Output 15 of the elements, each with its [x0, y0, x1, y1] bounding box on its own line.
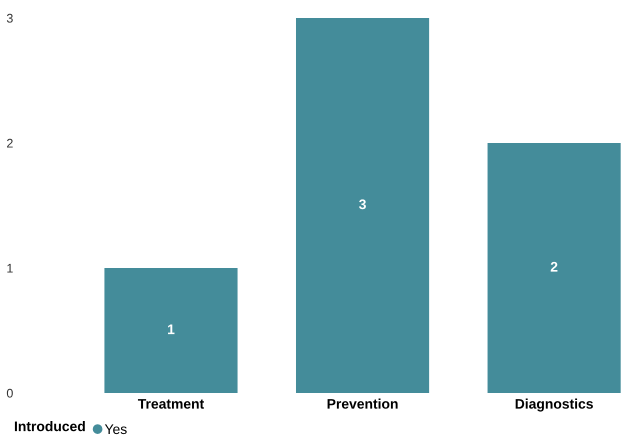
bar: [296, 18, 430, 393]
bar: [104, 268, 238, 393]
legend-label: Yes: [104, 424, 127, 434]
bar: [488, 143, 621, 393]
data-label: 1: [168, 324, 174, 334]
x-tick-label: Treatment: [138, 399, 204, 409]
legend-title: Introduced: [14, 421, 85, 432]
data-label: 2: [550, 262, 558, 272]
y-tick-label: 0: [6, 388, 13, 398]
data-label: 3: [359, 199, 366, 210]
y-tick-label: 3: [6, 14, 13, 23]
x-tick-label: Diagnostics: [516, 398, 593, 412]
y-tick-label: 1: [7, 264, 13, 273]
y-tick-label: 2: [7, 138, 13, 148]
x-tick-label: Prevention: [328, 398, 398, 409]
